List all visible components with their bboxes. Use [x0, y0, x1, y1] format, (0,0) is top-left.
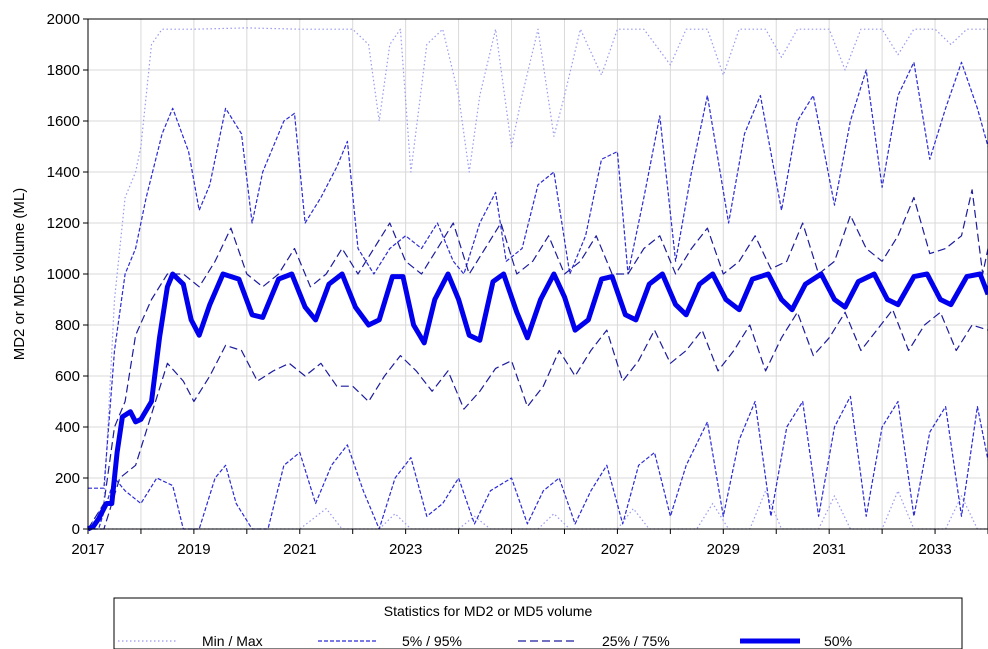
- legend-entries: Min / Max 5% / 95% 25% / 75% 50%: [118, 633, 852, 649]
- series-layer: [86, 27, 988, 532]
- y-tick-label: 1600: [47, 113, 80, 130]
- x-tick-label: 2023: [389, 541, 422, 558]
- x-axis: 2017 2019 2021 2023 2025 2027 2029 2031 2033: [71, 529, 988, 558]
- y-tick-label: 1800: [47, 62, 80, 79]
- y-tick-label: 2000: [47, 11, 80, 28]
- x-tick-label: 2031: [812, 541, 845, 558]
- y-tick-label: 0: [72, 521, 80, 538]
- legend-label: Min / Max: [202, 633, 263, 649]
- series-50-line: [86, 271, 988, 532]
- series-min-max-lower: [88, 490, 988, 530]
- x-tick-label: 2029: [707, 541, 740, 558]
- series-min-max-upper: [87, 27, 988, 530]
- y-tick-label: 800: [55, 317, 80, 334]
- legend-label: 5% / 95%: [402, 633, 462, 649]
- y-tick-label: 600: [55, 368, 80, 385]
- y-tick-label: 1200: [47, 215, 80, 232]
- y-tick-label: 1000: [47, 266, 80, 283]
- legend-label: 50%: [824, 633, 852, 649]
- y-tick-label: 1400: [47, 164, 80, 181]
- x-tick-label: 2033: [918, 541, 951, 558]
- series-25-75-upper: [87, 189, 988, 530]
- x-tick-label: 2019: [177, 541, 210, 558]
- y-axis: 0 200 400 600 800 1000 1200 1400 1600 1800 2000: [47, 11, 88, 538]
- x-tick-label: 2025: [495, 541, 528, 558]
- x-tick-label: 2017: [71, 541, 104, 558]
- legend-label: 25% / 75%: [602, 633, 670, 649]
- series-5-95-lower: [88, 395, 988, 530]
- series-25-75-lower: [88, 309, 988, 530]
- y-axis-label: MD2 or MD5 volume (ML): [11, 188, 28, 361]
- y-tick-label: 200: [55, 470, 80, 487]
- y-tick-label: 400: [55, 419, 80, 436]
- legend-title: Statistics for MD2 or MD5 volume: [384, 603, 593, 619]
- legend: Statistics for MD2 or MD5 volume Min / M…: [113, 597, 963, 649]
- x-tick-label: 2021: [283, 541, 316, 558]
- series-5-95-upper: [88, 61, 988, 489]
- x-tick-label: 2027: [601, 541, 634, 558]
